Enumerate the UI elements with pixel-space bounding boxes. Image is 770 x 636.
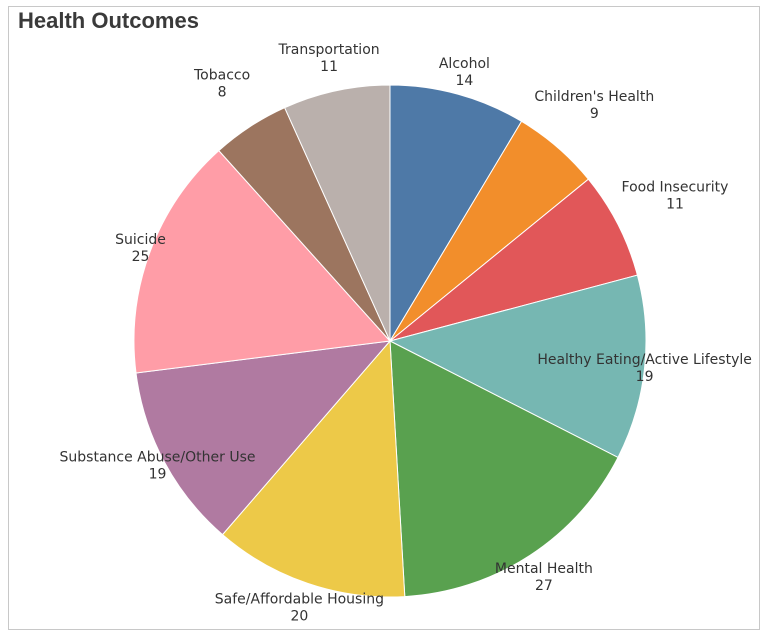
slice-label-value: 19 — [149, 466, 167, 482]
slice-label-name: Children's Health — [534, 89, 654, 105]
slice-label-value: 14 — [455, 73, 473, 89]
pie-slice-food-insecurity[interactable] — [389, 178, 638, 342]
slice-label-value: 27 — [535, 578, 553, 594]
slice-label-name: Mental Health — [495, 561, 593, 577]
slice-label-tobacco: Tobacco 8 — [193, 68, 250, 101]
slice-label-value: 25 — [132, 249, 150, 265]
pie-slice-mental-health[interactable] — [389, 340, 619, 598]
slice-label-name: Transportation — [278, 42, 380, 58]
slice-label-name: Tobacco — [193, 68, 250, 84]
pie-slice-suicide[interactable] — [133, 149, 392, 374]
pie-slice-safe-affordable-housing[interactable] — [221, 339, 406, 598]
slice-label-healthy-eating-active-lifestyle: Healthy Eating/Active Lifestyle 19 — [537, 352, 752, 385]
slice-label-value: 9 — [590, 106, 599, 122]
slice-label-value: 19 — [636, 369, 654, 385]
slice-label-value: 8 — [218, 85, 227, 101]
chart-title: Health Outcomes — [18, 8, 199, 33]
slice-label-value: 11 — [666, 196, 684, 212]
slice-label-children-s-health: Children's Health 9 — [534, 89, 654, 122]
slice-label-name: Alcohol — [439, 56, 490, 72]
slice-label-substance-abuse-other-use: Substance Abuse/Other Use 19 — [60, 449, 256, 482]
slice-label-name: Safe/Affordable Housing — [215, 592, 384, 608]
slice-label-value: 20 — [290, 609, 308, 625]
slice-label-mental-health: Mental Health 27 — [495, 561, 593, 594]
slice-label-suicide: Suicide 25 — [115, 232, 166, 265]
pie-slice-healthy-eating-active-lifestyle[interactable] — [388, 274, 647, 459]
slice-label-alcohol: Alcohol 14 — [439, 56, 490, 89]
slice-label-name: Food Insecurity — [622, 179, 729, 195]
slice-label-value: 11 — [320, 59, 338, 75]
pie-slice-substance-abuse-other-use[interactable] — [135, 340, 392, 536]
pie-slice-alcohol[interactable] — [389, 84, 523, 343]
pie-slices — [133, 84, 647, 598]
slice-label-safe-affordable-housing: Safe/Affordable Housing 20 — [215, 592, 384, 625]
pie-slice-transportation[interactable] — [284, 84, 391, 342]
slice-label-food-insecurity: Food Insecurity 11 — [622, 179, 729, 212]
slice-label-name: Healthy Eating/Active Lifestyle — [537, 352, 752, 368]
pie-labels: Alcohol 14 Children's Health 9 Food Insecuri… — [60, 42, 752, 624]
slice-label-name: Substance Abuse/Other Use — [60, 449, 256, 465]
slice-label-transportation: Transportation 11 — [278, 42, 380, 75]
slice-label-name: Suicide — [115, 232, 166, 248]
